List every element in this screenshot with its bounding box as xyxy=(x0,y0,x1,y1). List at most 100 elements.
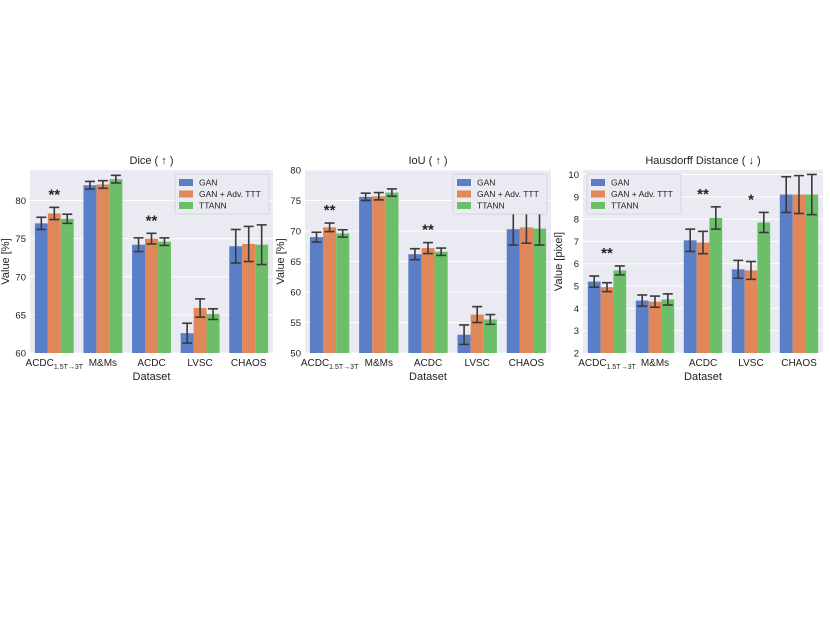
x-tick-label-subscript: 1.5T→3T xyxy=(607,364,637,371)
y-tick-label: 6 xyxy=(574,259,579,270)
y-tick-label: 75 xyxy=(290,196,301,207)
y-tick-label: 3 xyxy=(574,326,579,337)
legend-swatch xyxy=(591,179,605,186)
significance-marker: ** xyxy=(146,212,158,229)
x-tick-label: CHAOS xyxy=(509,358,545,369)
x-tick-label-main: ACDC xyxy=(301,358,329,369)
x-tick-label: M&Ms xyxy=(365,358,393,369)
y-tick-label: 55 xyxy=(290,318,301,329)
bar-ttann xyxy=(661,299,675,353)
legend-label: GAN xyxy=(477,178,495,188)
bar-ttann xyxy=(255,244,269,353)
x-tick-label-main: LVSC xyxy=(738,358,763,369)
bar-gan xyxy=(359,196,373,353)
x-tick-label: ACDC1.5T→3T xyxy=(578,358,636,371)
legend-box xyxy=(586,173,682,215)
bar-gan-adv-ttt xyxy=(96,184,110,353)
legend-box xyxy=(174,173,270,215)
bar-gan xyxy=(731,269,745,353)
x-tick-label-main: CHAOS xyxy=(231,358,267,369)
bar-gan xyxy=(309,237,324,353)
x-tick-label: ACDC xyxy=(689,358,717,369)
bar-gan-adv-ttt xyxy=(193,308,207,353)
bar-gan-adv-ttt xyxy=(421,248,435,353)
bar-gan xyxy=(587,281,601,353)
legend-label: GAN + Adv. TTT xyxy=(611,189,673,199)
x-tick-label-main: M&Ms xyxy=(365,358,393,369)
y-tick-label: 10 xyxy=(568,170,579,181)
x-tick-label: ACDC xyxy=(137,358,165,369)
bar-gan-adv-ttt xyxy=(744,270,758,353)
bar-gan xyxy=(408,254,422,353)
legend-label: TTANN xyxy=(611,201,639,211)
legend-label: TTANN xyxy=(477,201,505,211)
bar-gan-adv-ttt xyxy=(470,314,484,353)
bar-ttann xyxy=(757,222,771,353)
chart-title: Hausdorff Distance ( ↓ ) xyxy=(645,155,760,167)
y-tick-label: 5 xyxy=(574,282,579,293)
y-tick-label: 9 xyxy=(574,192,579,203)
x-tick-label: LVSC xyxy=(738,358,763,369)
bar-gan xyxy=(132,244,146,353)
significance-marker: * xyxy=(748,191,754,208)
significance-marker: ** xyxy=(48,186,60,203)
bar-gan xyxy=(683,240,697,353)
bar-ttann xyxy=(60,218,74,353)
bar-gan-adv-ttt xyxy=(47,213,61,353)
y-tick-label: 60 xyxy=(290,288,301,299)
x-tick-label: LVSC xyxy=(187,358,212,369)
x-tick-label: ACDC xyxy=(414,358,442,369)
x-axis-title: Dataset xyxy=(409,371,447,383)
legend-swatch xyxy=(179,202,193,209)
bar-ttann xyxy=(805,194,819,353)
y-tick-label: 4 xyxy=(574,304,579,315)
y-tick-label: 75 xyxy=(15,234,26,245)
bar-ttann xyxy=(532,228,547,353)
legend-swatch xyxy=(179,190,193,198)
x-tick-label: M&Ms xyxy=(89,358,117,369)
x-axis-title: Dataset xyxy=(133,371,171,383)
x-tick-label: CHAOS xyxy=(231,358,267,369)
x-tick-label-main: ACDC xyxy=(137,358,165,369)
significance-marker: ** xyxy=(422,222,434,239)
x-tick-label: M&Ms xyxy=(641,358,669,369)
x-tick-label-main: M&Ms xyxy=(641,358,669,369)
y-tick-label: 80 xyxy=(290,166,301,177)
bar-gan-adv-ttt xyxy=(242,243,256,353)
legend-swatch xyxy=(179,179,193,186)
significance-marker: ** xyxy=(697,186,709,203)
y-axis-title: Value [%] xyxy=(275,238,287,284)
y-tick-label: 65 xyxy=(290,257,301,268)
bar-gan xyxy=(779,194,793,353)
legend-swatch xyxy=(457,202,471,209)
y-tick-label: 7 xyxy=(574,237,579,248)
legend-label: GAN + Adv. TTT xyxy=(199,189,261,199)
bar-gan-adv-ttt xyxy=(323,227,337,353)
y-tick-label: 65 xyxy=(15,310,26,321)
bar-gan xyxy=(229,246,243,353)
bar-gan-adv-ttt xyxy=(145,238,158,353)
x-tick-label: ACDC1.5T→3T xyxy=(301,358,359,371)
bar-ttann xyxy=(613,270,627,353)
x-tick-label-main: ACDC xyxy=(689,358,717,369)
y-axis-title: Value [pixel] xyxy=(553,232,565,291)
bar-ttann xyxy=(483,319,497,353)
y-tick-label: 50 xyxy=(290,349,301,360)
x-tick-label-main: CHAOS xyxy=(509,358,545,369)
bar-ttann xyxy=(709,217,723,353)
legend-swatch xyxy=(591,202,605,209)
bar-gan-adv-ttt xyxy=(519,227,533,353)
x-tick-label: LVSC xyxy=(465,358,490,369)
bar-gan-adv-ttt xyxy=(696,242,710,353)
x-tick-label-main: ACDC xyxy=(26,358,54,369)
x-tick-label-main: LVSC xyxy=(187,358,212,369)
bar-ttann xyxy=(336,233,350,353)
y-tick-label: 70 xyxy=(290,227,301,238)
